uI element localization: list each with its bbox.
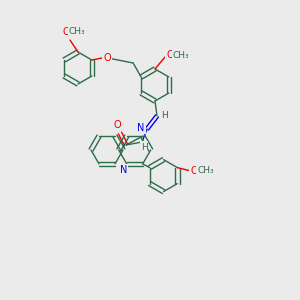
Text: O: O — [166, 50, 174, 60]
Text: N: N — [120, 165, 127, 175]
Text: O: O — [103, 53, 111, 63]
Text: N: N — [137, 123, 145, 133]
Text: H: H — [162, 110, 168, 119]
Text: H: H — [141, 142, 147, 152]
Text: CH₃: CH₃ — [173, 50, 189, 59]
Text: CH₃: CH₃ — [197, 166, 214, 175]
Text: O: O — [62, 27, 70, 37]
Text: O: O — [190, 166, 198, 176]
Text: O: O — [113, 120, 121, 130]
Text: methoxy: methoxy — [158, 48, 164, 50]
Text: CH₃: CH₃ — [69, 28, 85, 37]
